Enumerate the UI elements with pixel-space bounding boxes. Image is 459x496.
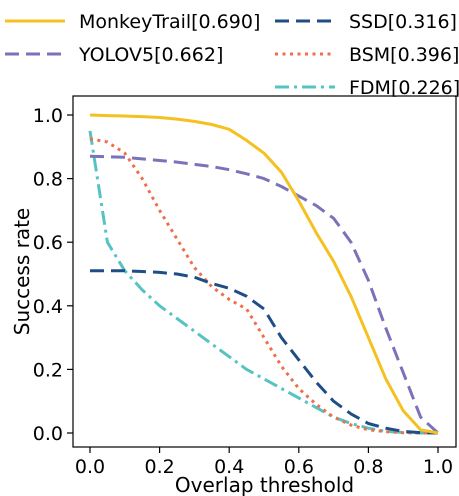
legend-label: MonkeyTrail[0.690] — [79, 11, 260, 33]
legend-item: MonkeyTrail[0.690] — [5, 11, 260, 33]
legend-label: SSD[0.316] — [349, 11, 457, 33]
y-tick-label: 0.0 — [33, 423, 63, 445]
y-tick-label: 1.0 — [33, 105, 63, 127]
legend-item: BSM[0.396] — [275, 44, 459, 66]
x-tick-label: 0.4 — [214, 456, 244, 478]
y-tick-label: 0.6 — [33, 232, 63, 254]
series-line-ssd — [90, 269, 439, 435]
series-line-bsm — [89, 137, 438, 435]
legend-label: BSM[0.396] — [349, 44, 459, 66]
series-line-yolov5 — [89, 154, 440, 435]
y-axis-label: Success rate — [10, 208, 34, 336]
legend-item: FDM[0.226] — [275, 77, 459, 99]
legend-label: FDM[0.226] — [349, 77, 459, 99]
legend: MonkeyTrail[0.690] YOLOV5[0.662] SSD[0.316… — [5, 11, 459, 99]
y-tick-label: 0.2 — [33, 359, 63, 381]
series-layer — [88, 113, 440, 435]
y-tick-label: 0.8 — [33, 169, 63, 191]
series-line-monkeytrail — [89, 113, 439, 435]
series-line-fdm — [88, 130, 438, 435]
axes: 0.0 0.2 0.4 0.6 0.8 1.0 0.0 0.2 0.4 0.6 0.8 1.0 — [33, 95, 457, 478]
legend-label: YOLOV5[0.662] — [78, 44, 223, 66]
plot-frame — [72, 95, 457, 448]
x-axis-label: Overlap threshold — [175, 473, 354, 496]
x-tick-label: 1.0 — [423, 456, 453, 478]
legend-item: YOLOV5[0.662] — [5, 44, 223, 66]
legend-item: SSD[0.316] — [275, 11, 457, 33]
x-tick-label: 0.0 — [75, 456, 105, 478]
x-tick-label: 0.2 — [144, 456, 174, 478]
y-tick-label: 0.4 — [33, 296, 63, 318]
x-tick-label: 0.8 — [353, 456, 383, 478]
x-tick-label: 0.6 — [284, 456, 314, 478]
